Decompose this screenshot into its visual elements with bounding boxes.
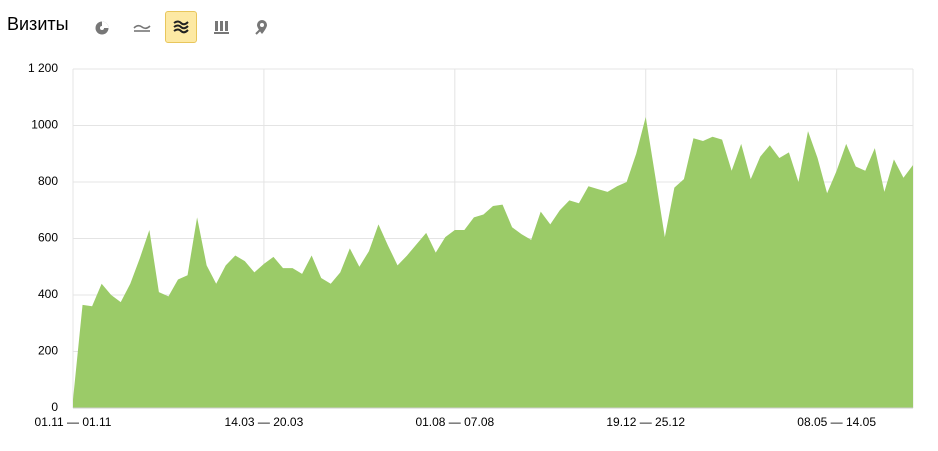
y-tick-label: 1000 — [31, 118, 58, 132]
x-tick-label: 01.08 — 07.08 — [415, 415, 494, 429]
icon — [255, 20, 267, 35]
icon — [95, 21, 109, 35]
x-tick-label: 01.11 — 01.11 — [35, 415, 112, 429]
widget-title: Визиты — [7, 14, 69, 34]
x-tick-label: 14.03 — 20.03 — [225, 415, 304, 429]
area-chart-button[interactable] — [165, 11, 197, 43]
y-tick-label: 400 — [38, 287, 58, 301]
y-tick-label: 200 — [38, 344, 58, 358]
y-tick-label: 600 — [38, 231, 58, 245]
map-button[interactable] — [246, 11, 278, 43]
icon — [133, 24, 151, 32]
y-tick-label: 800 — [38, 174, 58, 188]
pie-chart-button[interactable] — [86, 11, 118, 43]
line-chart-button[interactable] — [126, 11, 158, 43]
area — [73, 117, 913, 409]
icon — [214, 21, 229, 34]
icon — [173, 20, 189, 34]
y-tick-label: 1 200 — [28, 61, 58, 75]
y-tick-label: 0 — [51, 400, 58, 414]
x-tick-label: 19.12 — 25.12 — [606, 415, 685, 429]
x-tick-label: 08.05 — 14.05 — [797, 415, 876, 429]
bar-chart-button[interactable] — [206, 11, 238, 43]
